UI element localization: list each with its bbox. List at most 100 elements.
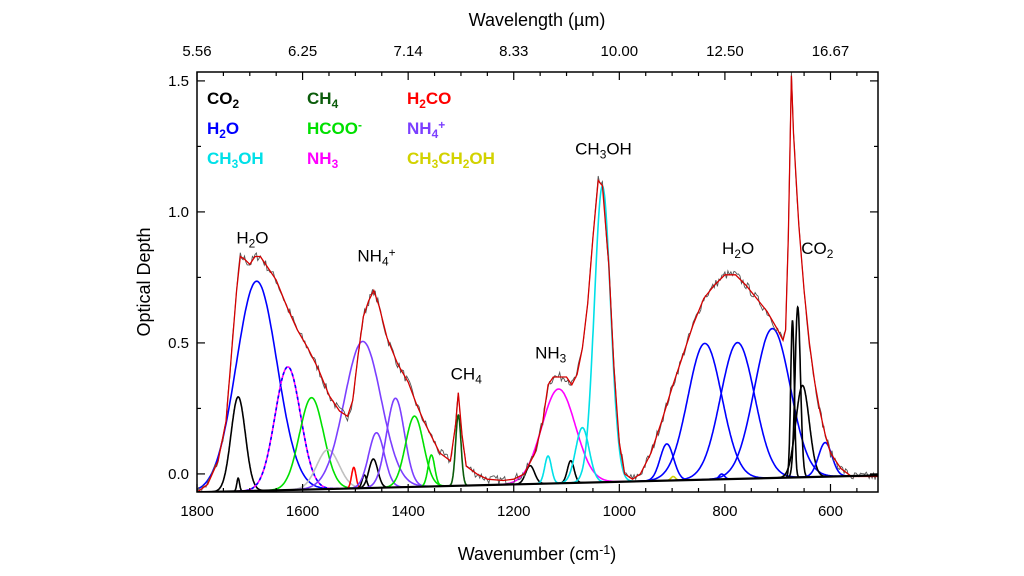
component-unassigned (283, 448, 373, 491)
legend-entry-co2: CO2​ (207, 89, 240, 111)
fit-total (197, 75, 878, 492)
legend-entry-ch4: CH4​ (307, 89, 339, 111)
text-part: O (741, 239, 754, 258)
legend-entry-nh3: NH3​ (307, 149, 339, 171)
component-h2o (669, 341, 806, 482)
text-part: - (358, 118, 362, 132)
legend-entry-h2o: H2​O (207, 119, 239, 141)
plot-frame (196, 71, 879, 493)
text-part: CH (438, 149, 463, 168)
top-tick-label: 7.14 (394, 43, 423, 60)
text-part: + (389, 245, 396, 259)
component-co2 (209, 396, 267, 492)
top-tick-label: 5.56 (182, 43, 211, 60)
component-ch3oh (555, 426, 610, 485)
text-part: CH (451, 365, 476, 384)
x-axis-title: Wavenumber (cm-1​) (458, 543, 617, 564)
top-tick-label: 10.00 (601, 43, 639, 60)
text-part: CO (801, 239, 827, 258)
text-part: CO (426, 89, 452, 108)
y-axis-title: Optical Depth (134, 227, 154, 336)
top-tick-label: 8.33 (499, 43, 528, 60)
band-label: NH3​ (535, 344, 567, 366)
component-nh4 (359, 397, 432, 489)
x-tick-label: 600 (818, 503, 843, 520)
text-part: 2 (249, 236, 256, 250)
text-part: 2 (463, 157, 470, 171)
band-label: CO2​ (801, 239, 834, 261)
text-part: O (255, 228, 268, 247)
top-tick-label: 6.25 (288, 43, 317, 60)
text-part: CH (207, 149, 232, 168)
band-label: NH4​+​ (357, 245, 395, 268)
y-tick-label: 1.5 (168, 73, 189, 90)
component-h2o (701, 327, 845, 481)
text-part: 3 (600, 147, 607, 161)
legend-entry-nh4: NH4​+​ (407, 118, 445, 141)
text-part: OH (469, 149, 495, 168)
text-part: NH (307, 149, 332, 168)
x-tick-label: 1600 (286, 503, 319, 520)
text-part: 3 (332, 157, 339, 171)
legend-entry-hcoo: HCOO-​ (307, 118, 362, 138)
text-part: H (207, 119, 219, 138)
text-part: CH (575, 139, 600, 158)
text-part: 2 (827, 246, 834, 260)
text-part: 2 (734, 246, 741, 260)
baseline (197, 474, 878, 492)
text-part: 2 (233, 97, 240, 111)
text-part: H (236, 228, 248, 247)
text-part: 2 (419, 97, 426, 111)
component-co2 (787, 305, 809, 479)
text-part: O (226, 119, 239, 138)
legend-entry-ch3ch2oh: CH3​CH2​OH (407, 149, 495, 171)
y-tick-label: 1.0 (168, 204, 189, 221)
x-tick-label: 1800 (180, 503, 213, 520)
x-tick-label: 1400 (391, 503, 424, 520)
top-tick-label: 16.67 (812, 43, 850, 60)
text-part: H (407, 89, 419, 108)
text-part: NH (407, 119, 432, 138)
text-part: H (722, 239, 734, 258)
spectra (197, 72, 878, 492)
text-part: OH (606, 139, 632, 158)
component-nh4 (345, 432, 408, 490)
text-part: NH (535, 344, 560, 363)
legend: CO2​ H2​O CH3​OH CH4​ HCOO-​ NH3​ H2​CO NH4​+​ C… (207, 89, 495, 171)
top-tick-label: 12.50 (706, 43, 744, 60)
text-part: HCOO (307, 119, 358, 138)
text-part: ) (610, 544, 616, 564)
text-part: 4 (382, 254, 389, 268)
component-nh4 (290, 340, 437, 491)
legend-entry-ch3oh: CH3​OH (207, 149, 264, 171)
x-tick-label: 800 (712, 503, 737, 520)
text-part: OH (238, 149, 264, 168)
component-nh3 (237, 366, 339, 492)
y-tick-label: 0.0 (168, 466, 189, 483)
text-part: 4 (332, 97, 339, 111)
band-label: H2​O (236, 228, 268, 250)
component-co2 (775, 384, 830, 479)
band-label: CH3​OH (575, 139, 632, 161)
top-axis-title: Wavelength (µm) (469, 10, 606, 30)
component-h2o (636, 342, 773, 483)
text-part: 2 (219, 127, 226, 141)
text-part: 3 (232, 157, 239, 171)
text-part: CO (207, 89, 233, 108)
text-part: Wavenumber (cm (458, 544, 599, 564)
component-ch4 (447, 414, 470, 487)
x-tick-label: 1000 (603, 503, 636, 520)
text-part: 4 (475, 372, 482, 386)
text-part: CH (407, 149, 432, 168)
legend-entry-h2co: H2​CO (407, 89, 451, 111)
band-label: H2​O (722, 239, 754, 261)
component-hcoo (263, 396, 360, 492)
text-part: CH (307, 89, 332, 108)
observed-spectrum (197, 72, 877, 492)
text-part: -1 (599, 543, 610, 557)
axis-ticks: 1800 1600 1400 1200 1000 800 600 5.56 6.25 7.14 8.… (168, 43, 878, 520)
component-co2 (785, 320, 800, 479)
x-tick-label: 1200 (497, 503, 530, 520)
y-tick-label: 0.5 (168, 335, 189, 352)
